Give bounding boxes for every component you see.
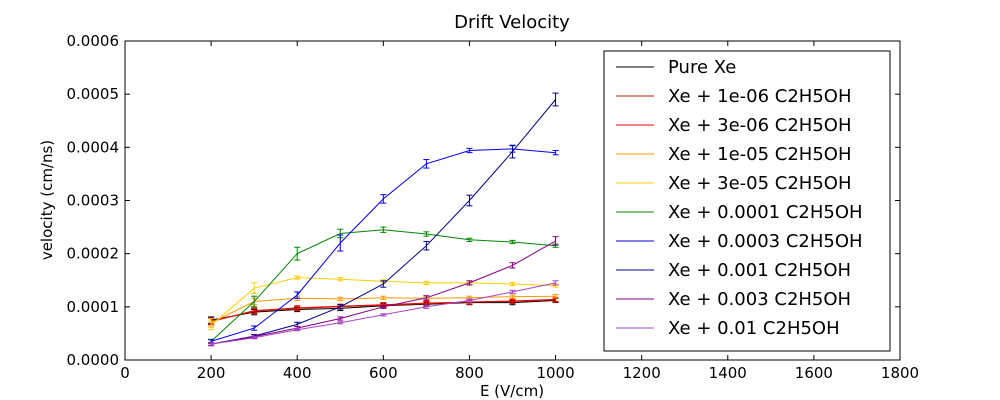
error-bar xyxy=(251,336,258,340)
error-bar xyxy=(294,291,301,299)
y-tick-label: 0.0005 xyxy=(67,85,120,103)
x-axis-title: E (V/cm) xyxy=(480,382,544,400)
y-tick-label: 0.0002 xyxy=(67,245,120,263)
error-bar xyxy=(294,328,301,332)
error-bar xyxy=(509,289,516,295)
error-bar xyxy=(509,298,516,304)
series-7 xyxy=(208,92,559,347)
legend-label: Xe + 1e-05 C2H5OH xyxy=(668,144,851,165)
series-line xyxy=(210,148,556,342)
series-1 xyxy=(208,297,559,325)
error-bar xyxy=(509,281,516,287)
legend-label: Xe + 0.001 C2H5OH xyxy=(668,260,851,281)
error-bar xyxy=(251,307,258,314)
error-bar xyxy=(208,342,215,346)
error-bar xyxy=(509,144,516,159)
error-bar xyxy=(552,280,559,286)
legend-label: Xe + 3e-06 C2H5OH xyxy=(668,115,851,136)
error-bar xyxy=(466,298,473,303)
legend-label: Xe + 1e-06 C2H5OH xyxy=(668,86,851,107)
x-tick-label: 1200 xyxy=(623,364,661,382)
y-tick-label: 0.0006 xyxy=(67,32,120,50)
error-bar xyxy=(380,295,387,300)
error-bar xyxy=(380,313,387,317)
error-bar xyxy=(294,305,301,311)
x-tick-label: 1600 xyxy=(795,364,833,382)
legend-label: Xe + 0.0001 C2H5OH xyxy=(668,202,863,223)
x-tick-label: 200 xyxy=(197,364,226,382)
error-bar xyxy=(466,194,473,207)
error-bar xyxy=(423,240,430,251)
legend-label: Xe + 3e-05 C2H5OH xyxy=(668,173,851,194)
legend-label: Xe + 0.003 C2H5OH xyxy=(668,289,851,310)
legend-label: Xe + 0.01 C2H5OH xyxy=(668,318,840,339)
error-bar xyxy=(337,304,344,310)
legend-label: Pure Xe xyxy=(668,57,736,78)
error-bar xyxy=(509,262,516,269)
error-bar xyxy=(552,294,559,299)
series-9 xyxy=(208,280,559,346)
error-bar xyxy=(337,316,344,321)
error-bar xyxy=(423,295,430,301)
plot-area: 0 200 400 600 800 1000 1200 1400 1600 1800 0.0000 0… xyxy=(67,32,920,382)
x-tick-label: 600 xyxy=(369,364,398,382)
error-bar xyxy=(380,194,387,204)
error-bar xyxy=(423,231,430,237)
error-bar xyxy=(466,237,473,242)
series-8 xyxy=(208,236,559,347)
error-bar xyxy=(552,236,559,246)
y-tick-label: 0.0003 xyxy=(67,192,120,210)
x-tick-label: 400 xyxy=(283,364,312,382)
error-bar xyxy=(423,280,430,286)
y-tick-label: 0.0004 xyxy=(67,138,120,156)
legend: Pure Xe Xe + 1e-06 C2H5OH Xe + 3e-06 C2H5O… xyxy=(603,50,891,352)
error-bar xyxy=(337,296,344,301)
x-tick-label: 800 xyxy=(455,364,484,382)
error-bar xyxy=(509,239,516,245)
error-bar xyxy=(423,159,430,169)
error-bar xyxy=(208,320,215,331)
y-axis-title: velocity (cm/ns) xyxy=(38,140,56,260)
error-bar xyxy=(380,280,387,288)
series-line xyxy=(210,295,556,324)
error-bar xyxy=(251,282,258,295)
error-bar xyxy=(251,325,258,331)
error-bar xyxy=(337,277,344,282)
legend-box xyxy=(603,50,891,352)
error-bar xyxy=(380,304,387,309)
error-bar xyxy=(466,147,473,154)
y-tick-label: 0.0000 xyxy=(67,351,120,369)
error-bar xyxy=(423,304,430,309)
error-bar xyxy=(294,275,301,280)
error-bar xyxy=(552,150,559,156)
error-bar xyxy=(337,234,344,252)
legend-label: Xe + 0.0003 C2H5OH xyxy=(668,231,863,252)
error-bar xyxy=(509,294,516,299)
chart-title: Drift Velocity xyxy=(454,12,570,33)
error-bar xyxy=(552,92,559,107)
error-bar xyxy=(337,321,344,325)
error-bar xyxy=(251,295,258,308)
x-tick-label: 1000 xyxy=(536,364,574,382)
x-tick-label: 1400 xyxy=(709,364,747,382)
error-bar xyxy=(380,226,387,233)
x-tick-label: 1800 xyxy=(881,364,919,382)
y-tick-label: 0.0001 xyxy=(67,298,120,316)
x-tick-label: 0 xyxy=(120,364,130,382)
error-bar xyxy=(466,280,473,286)
error-bar xyxy=(294,246,301,261)
error-bar xyxy=(294,321,301,328)
